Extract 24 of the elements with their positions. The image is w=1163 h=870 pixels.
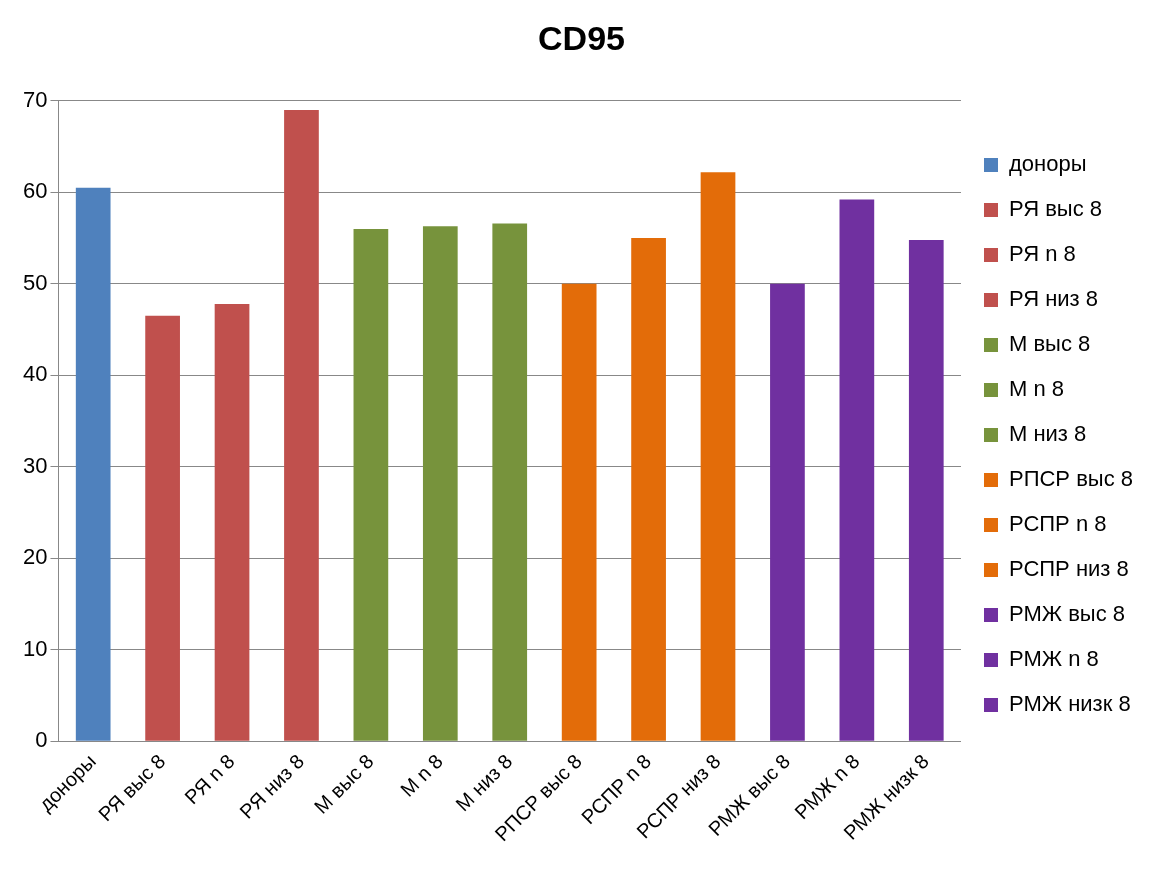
y-tick-label: 30 [22, 452, 48, 478]
x-tick-label: М выс 8 [309, 749, 378, 818]
legend-label: доноры [1008, 151, 1087, 177]
y-tick-label: 0 [35, 727, 48, 753]
legend-label: РЯ низ 8 [1008, 286, 1099, 312]
y-tick-label: 10 [22, 635, 48, 661]
y-tick-label: 70 [22, 86, 48, 112]
chart-title: CD95 [538, 18, 625, 57]
y-tick-label: 20 [22, 544, 48, 570]
y-tick-label: 50 [22, 269, 48, 295]
legend-label: РМЖ n 8 [1008, 646, 1099, 672]
legend-label: РПСР выс 8 [1008, 466, 1134, 492]
legend-label: М n 8 [1008, 376, 1065, 402]
legend-label: РЯ выс 8 [1008, 196, 1103, 222]
legend-label: М низ 8 [1008, 421, 1087, 447]
x-tick-label: М n 8 [396, 749, 448, 801]
y-tick-label: 60 [22, 178, 48, 204]
legend-label: РМЖ выс 8 [1008, 601, 1126, 627]
legend-label: РСПР низ 8 [1008, 556, 1129, 582]
y-tick-label: 40 [22, 361, 48, 387]
legend-label: РСПР n 8 [1008, 511, 1107, 537]
legend-label: РМЖ низк 8 [1008, 691, 1131, 717]
legend-label: РЯ n 8 [1008, 241, 1076, 267]
legend-label: М выс 8 [1008, 331, 1091, 357]
